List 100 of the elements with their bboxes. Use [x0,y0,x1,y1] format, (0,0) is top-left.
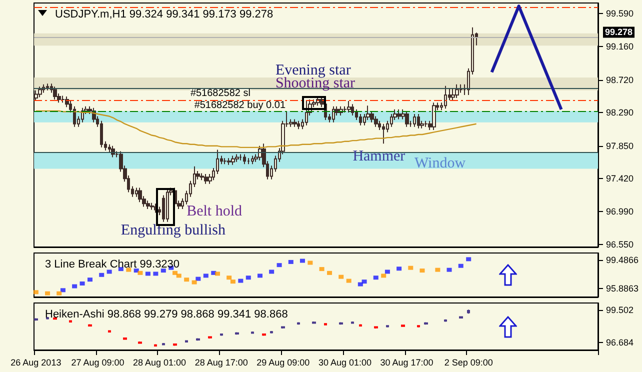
candlestick [359,324,362,328]
x-tick-label: 28 Aug 17:00 [194,358,248,368]
candlestick [374,326,378,330]
candlestick [138,187,142,203]
candlestick [347,100,351,113]
candlestick [154,344,157,348]
candlestick [382,123,385,144]
candlestick [34,90,38,102]
candlestick [339,322,343,326]
candlestick [146,200,150,210]
candlestick [320,96,324,108]
x-tick-label: 2 Sep 09:00 [444,358,493,368]
candlestick [459,316,463,320]
point [230,280,236,284]
annotation: Window [414,156,466,172]
candlestick [208,336,212,340]
candlestick [397,108,401,120]
candlestick [53,86,57,100]
candlestick [424,322,428,326]
point [384,270,390,274]
candlestick [166,188,169,222]
point [257,274,262,278]
candlestick [185,340,188,344]
point [327,270,332,275]
candlestick [324,322,327,326]
text: USDJPY.m,H1 99.324 99.341 99.173 99.278 [55,8,274,20]
point [226,276,232,280]
candlestick [297,322,300,326]
candlestick [293,118,297,128]
point [420,268,425,273]
x-tick-label: 30 Aug 17:00 [380,358,434,368]
point [358,282,363,286]
x-tick-label: 29 Aug 09:00 [256,358,310,368]
annotation: Engulfing bullish [120,222,226,239]
point [346,278,352,283]
candlestick [386,324,389,328]
candlestick [424,120,428,128]
annotation: Hammer [352,148,406,165]
candlestick [405,110,409,128]
candlestick [374,116,378,128]
candlestick [351,104,354,116]
point [269,270,274,274]
candlestick [401,324,405,328]
candlestick [235,332,239,336]
candlestick [251,331,254,334]
y-tick-label: 99.590 [606,8,634,19]
candlestick [108,330,111,334]
point [288,260,294,264]
candlestick [235,154,239,162]
y-tick-label: 96.550 [606,240,634,250]
annotation: #51682582 sl [190,88,250,100]
candlestick [451,88,455,101]
point [203,274,208,278]
candlestick [204,174,208,184]
point [458,264,464,268]
point [106,270,112,274]
candlestick [220,332,223,336]
candlestick [432,102,436,130]
text: Heiken-Ashi 98.868 99.279 98.868 99.341 98.868 [45,308,288,320]
candlestick [413,113,416,128]
point [184,278,190,282]
candlestick [312,321,316,324]
point [196,276,201,281]
candlestick [239,154,242,161]
candlestick [138,340,142,344]
candlestick [297,120,300,130]
point [466,257,472,262]
y-tick-label: 97.850 [606,140,634,151]
point [88,278,93,282]
point [192,280,197,284]
point [45,291,50,296]
annotation: Evening star [275,62,351,79]
point [80,282,85,286]
annotation: #51682582 buy 0.01 [194,100,286,111]
y-tick-label: 99.160 [606,41,634,52]
point [338,274,344,279]
point [238,278,244,283]
candlestick [61,95,65,104]
candlestick [46,316,49,320]
point [308,260,313,265]
candlestick [38,86,42,98]
candlestick [200,172,204,181]
point [172,270,178,275]
point [300,258,305,263]
candlestick [243,154,246,165]
point [56,291,62,296]
y-tick-label: 99.502 [606,305,634,316]
y-tick-label: 98.720 [606,74,634,85]
candlestick [227,158,231,166]
x-tick-label: 27 Aug 09:00 [71,358,124,368]
candlestick [351,321,354,324]
point [373,276,378,280]
point [446,268,452,272]
point [435,268,440,272]
ref-line-label: 99.278 [605,27,633,38]
point [153,272,158,276]
point [145,272,150,276]
candlestick [251,155,254,165]
point [408,266,414,270]
point [214,272,220,276]
